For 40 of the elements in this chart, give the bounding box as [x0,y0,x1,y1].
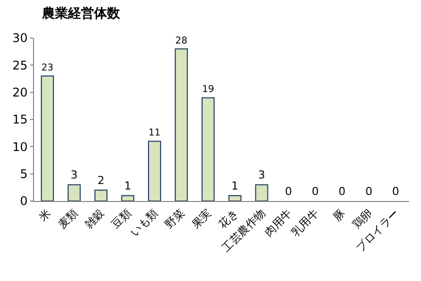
data-label: 0 [365,185,372,198]
bar [148,140,162,201]
bar [255,184,268,201]
bar [174,48,188,201]
data-label: 0 [312,185,319,198]
data-label: 19 [202,84,214,96]
x-tick-label: 雑穀 [82,206,107,232]
data-label: 3 [258,168,266,182]
y-tick-label: 5 [20,167,28,182]
x-tick-label: 乳用牛 [288,206,322,240]
data-label: 28 [175,35,188,46]
data-label: 0 [392,185,400,198]
data-label: 1 [124,180,132,193]
bar [121,195,134,201]
x-tick-label: 麦類 [55,206,80,232]
x-tick-label: 米 [36,206,54,224]
bar [40,76,54,201]
bar [68,184,81,201]
bar [228,195,242,201]
x-tick-label: 豚 [331,206,348,224]
data-label: 2 [97,174,104,188]
y-tick-label: 0 [20,194,28,208]
data-label: 1 [231,180,238,193]
x-tick-label: 豆類 [109,206,134,232]
data-label: 23 [41,62,54,74]
y-tick-label: 30 [12,31,28,46]
x-tick-label: 野菜 [162,206,188,232]
y-tick-label: 20 [12,86,28,100]
x-tick-label: 鶏卵 [350,206,375,232]
y-tick-label: 10 [12,140,28,154]
y-tick-label: 25 [12,58,28,72]
data-label: 0 [284,185,292,198]
bar [94,190,108,201]
chart-title: 農業経営体数 [41,6,122,22]
data-label: 3 [70,168,78,182]
data-label: 0 [338,185,346,198]
bar [202,97,215,201]
x-tick-label: 果実 [189,206,214,232]
y-tick-label: 15 [12,112,28,127]
data-label: 11 [148,128,161,139]
